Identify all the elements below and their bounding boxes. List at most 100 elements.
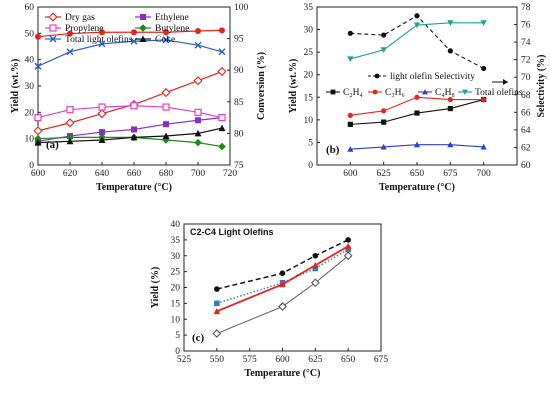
y-tick-label: 0 bbox=[308, 161, 313, 171]
data-point bbox=[195, 117, 201, 124]
data-point bbox=[481, 65, 487, 72]
y-tick-label: 35 bbox=[304, 3, 314, 13]
y2-tick-label: 100 bbox=[234, 3, 249, 13]
data-point bbox=[130, 133, 138, 141]
data-point bbox=[344, 242, 352, 250]
data-point bbox=[447, 48, 453, 54]
data-point bbox=[219, 27, 225, 34]
plot-frame bbox=[316, 6, 518, 166]
data-point bbox=[194, 108, 202, 116]
chart-title: C2-C4 Light Olefins bbox=[190, 227, 274, 237]
legend-marker bbox=[462, 89, 468, 95]
x-axis-label: Temperature (°C) bbox=[96, 182, 172, 193]
data-point bbox=[34, 62, 42, 70]
y-tick-label: 10 bbox=[25, 135, 35, 145]
data-point bbox=[347, 56, 354, 63]
y-tick-label: 20 bbox=[304, 71, 314, 81]
series-curve-0 bbox=[216, 239, 349, 290]
data-point bbox=[67, 30, 73, 37]
legend-label: Coke bbox=[155, 35, 175, 45]
x-tick-label: 700 bbox=[477, 169, 492, 179]
x-axis-label: Temperature (°C) bbox=[379, 182, 455, 193]
data-point bbox=[447, 96, 453, 103]
y2-tick-label: 72 bbox=[521, 56, 531, 66]
legend-marker bbox=[139, 35, 147, 42]
data-point bbox=[131, 126, 137, 133]
data-point bbox=[161, 88, 171, 98]
data-point bbox=[98, 40, 106, 48]
legend-label: C₃H₆ bbox=[385, 88, 405, 98]
data-point bbox=[131, 29, 137, 36]
data-point bbox=[347, 146, 354, 152]
data-point bbox=[380, 143, 387, 150]
panel-c-chart: 525 550 575 600 625 650 675 0 5 10 15 20 25 30 35 40 Tem… bbox=[150, 220, 388, 379]
data-point bbox=[98, 136, 106, 143]
panel-a-chart: 600 620 640 660 680 700 720 0 10 20 30 40 50 60 75 80 85… bbox=[10, 3, 267, 193]
y-tick-label: 40 bbox=[25, 56, 35, 66]
data-point bbox=[343, 251, 353, 261]
panel-label: (c) bbox=[192, 332, 205, 344]
x-tick-label: 650 bbox=[410, 169, 425, 179]
data-point bbox=[163, 121, 169, 128]
x-tick-label: 600 bbox=[343, 169, 358, 179]
legend-label: Total olefins bbox=[475, 87, 523, 98]
data-point bbox=[65, 118, 75, 128]
data-point bbox=[214, 300, 220, 307]
legend-marker bbox=[49, 24, 57, 32]
data-point bbox=[162, 132, 170, 140]
data-point bbox=[381, 32, 387, 38]
data-point bbox=[66, 137, 74, 145]
data-point bbox=[194, 138, 202, 147]
legend-marker bbox=[372, 89, 378, 95]
data-point bbox=[34, 139, 42, 146]
legend-label: Propylene bbox=[65, 24, 104, 34]
data-point bbox=[35, 33, 41, 40]
data-point bbox=[279, 270, 286, 277]
y-tick-label: 15 bbox=[304, 93, 314, 103]
data-point bbox=[278, 302, 287, 311]
data-point bbox=[345, 246, 351, 253]
data-point bbox=[194, 129, 202, 137]
data-point bbox=[97, 109, 107, 119]
x-tick-label: 675 bbox=[443, 169, 458, 179]
legend-marker bbox=[139, 24, 147, 32]
y-tick-label: 5 bbox=[175, 331, 180, 341]
y-tick-label: 30 bbox=[171, 252, 181, 262]
x-tick-label: 640 bbox=[95, 169, 110, 179]
data-point bbox=[98, 103, 106, 111]
data-point bbox=[213, 308, 221, 315]
data-point bbox=[162, 36, 170, 44]
legend-label: C₄H₈ bbox=[435, 88, 455, 98]
y2-tick-label: 68 bbox=[521, 91, 531, 101]
legend-marker bbox=[49, 35, 57, 43]
x-tick-label: 575 bbox=[243, 355, 258, 365]
data-point bbox=[218, 124, 226, 132]
data-point bbox=[347, 121, 353, 127]
legend-marker bbox=[330, 89, 336, 95]
data-point bbox=[345, 237, 351, 243]
x-tick-label: 660 bbox=[127, 169, 142, 179]
data-point bbox=[414, 13, 420, 19]
y-tick-label: 50 bbox=[25, 29, 35, 39]
x-axis-label: Temperature (°C) bbox=[245, 368, 321, 379]
legend-label: light olefin Selectivity bbox=[390, 71, 475, 82]
y2-tick-label: 74 bbox=[521, 38, 531, 48]
data-point bbox=[212, 329, 222, 338]
data-point bbox=[414, 110, 420, 116]
y2-tick-label: 95 bbox=[234, 35, 244, 45]
data-point bbox=[381, 119, 387, 125]
data-point bbox=[447, 141, 454, 148]
y-tick-label: 10 bbox=[171, 315, 181, 325]
y2-tick-label: 75 bbox=[234, 161, 244, 171]
legend-label: Ethylene bbox=[155, 13, 189, 23]
data-point bbox=[193, 76, 203, 86]
x-tick-label: 620 bbox=[63, 169, 78, 179]
legend-label: Butylene bbox=[155, 24, 189, 34]
x-tick-label: 700 bbox=[191, 169, 206, 179]
data-point bbox=[447, 20, 454, 26]
data-point bbox=[66, 133, 74, 142]
data-point bbox=[66, 106, 74, 114]
data-point bbox=[481, 96, 487, 103]
y-tick-label: 25 bbox=[171, 268, 181, 278]
